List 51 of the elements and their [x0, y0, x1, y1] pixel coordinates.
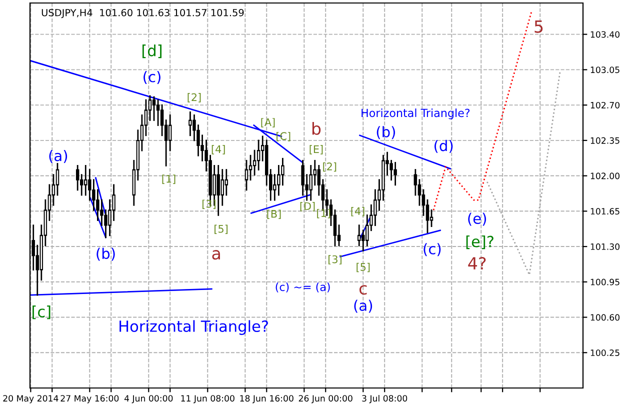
- y-tick-label: 103.05: [590, 66, 620, 74]
- annotation: [3]: [202, 200, 216, 209]
- annotation: [4]: [212, 145, 225, 154]
- annotation: (a): [354, 300, 372, 313]
- y-tick-label: 101.65: [590, 208, 620, 215]
- annotation: 4?: [468, 257, 486, 270]
- annotation: [C]: [276, 132, 290, 142]
- y-tick-label: 103.40: [590, 31, 620, 38]
- annotation: Horizontal Triangle?: [362, 108, 470, 120]
- y-tick-label: 100.95: [590, 278, 620, 286]
- x-tick-label: 4 Jun 00:00: [124, 395, 173, 404]
- annotation: 5: [534, 20, 543, 33]
- text: USDJPY,H4 101.60 101.63 101.57 101.59: [42, 8, 244, 18]
- annotation: [5]: [214, 224, 228, 234]
- x-tick-label: 20 May 2014: [3, 395, 58, 404]
- annotation: [A]: [261, 118, 275, 128]
- annotation: [e]?: [466, 235, 494, 250]
- annotation: b: [312, 122, 321, 135]
- annotation: Horizontal Triangle?: [120, 320, 268, 335]
- annotation: [c]: [32, 306, 50, 320]
- y-tick-label: 100.60: [590, 314, 620, 321]
- annotation: (d): [434, 140, 453, 153]
- annotation: (b): [376, 126, 395, 140]
- annotation: c: [359, 285, 367, 295]
- annotation: [1]: [162, 174, 176, 184]
- annotation: [2]: [323, 162, 336, 172]
- annotation: [B]: [267, 210, 281, 219]
- x-tick-label: 18 Jun 16:00: [240, 395, 294, 404]
- annotation: (c): [424, 243, 441, 256]
- annotation: [4]: [351, 207, 364, 216]
- x-tick-label: 27 May 16:00: [60, 395, 119, 404]
- annotation: (c) ~= (a): [276, 282, 330, 292]
- y-tick-label: 100.25: [590, 350, 620, 356]
- y-tick-label: 101.30: [590, 243, 620, 250]
- annotation: [2]: [188, 93, 201, 102]
- y-tick-label: 102.70: [590, 102, 620, 108]
- x-tick-label: 11 Jun 08:00: [181, 395, 234, 404]
- annotation: (a): [49, 150, 68, 163]
- annotation: (e): [468, 212, 486, 226]
- annotation: a: [212, 250, 220, 260]
- annotation: [E]: [310, 145, 323, 154]
- annotation: (c): [144, 71, 160, 84]
- y-tick-label: 102.35: [590, 137, 620, 144]
- x-tick-label: 3 Jul 08:00: [362, 394, 408, 404]
- annotation: (b): [96, 248, 115, 261]
- x-tick-label: 26 Jun 00:00: [298, 395, 352, 404]
- y-tick-label: 102.00: [590, 172, 620, 180]
- annotation: [D]: [300, 202, 315, 212]
- annotation: [5]: [356, 262, 370, 272]
- annotation: [d]: [142, 44, 162, 58]
- annotation: [3]: [328, 255, 342, 264]
